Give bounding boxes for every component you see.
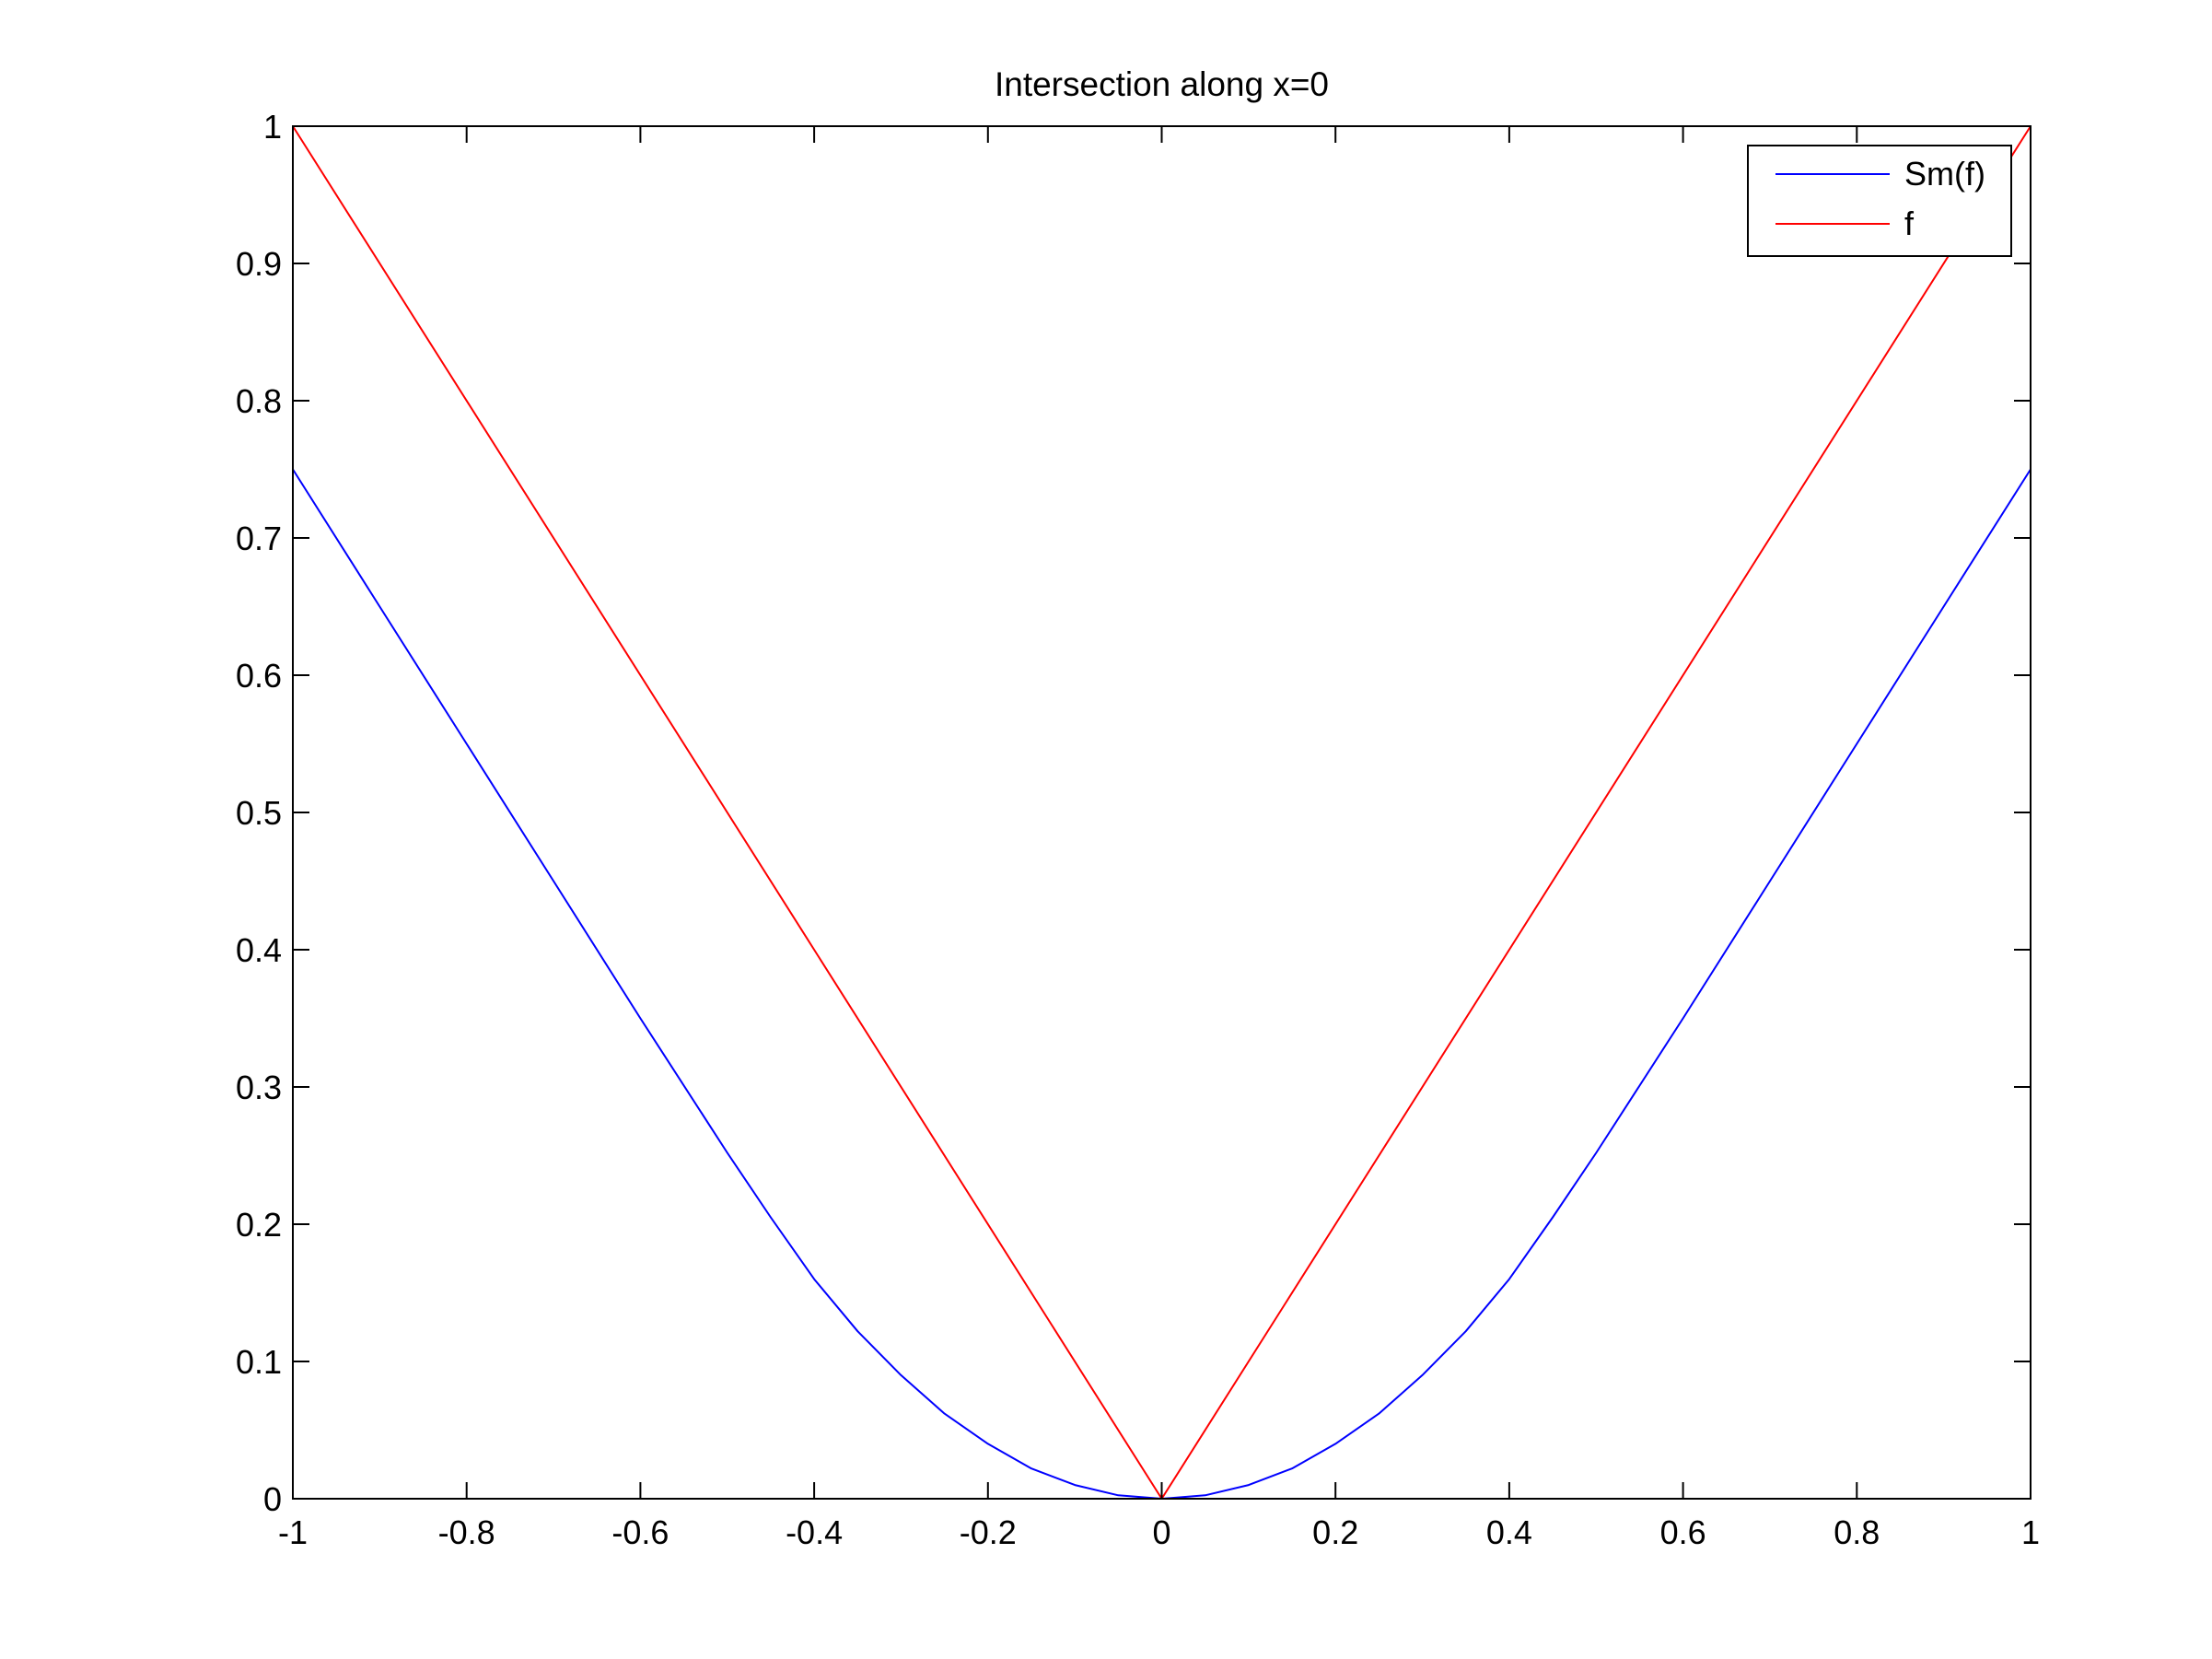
x-tick-label: -1 [278,1513,308,1551]
x-tick-label: 1 [2021,1513,2040,1551]
y-tick-label: 0.9 [236,245,282,283]
x-tick-label: 0.8 [1834,1513,1880,1551]
legend-box [1747,145,2012,257]
y-tick-label: 0.5 [236,794,282,832]
legend: Sm(f) f [1747,145,2012,257]
x-tick-label: -0.2 [960,1513,1017,1551]
legend-label-f: f [1904,204,1915,242]
x-tick-label: -0.4 [786,1513,843,1551]
y-tick-label: 0.2 [236,1206,282,1244]
legend-label-sm-f: Sm(f) [1904,155,1985,193]
y-tick-label: 0.4 [236,931,282,969]
y-tick-label: 0.1 [236,1343,282,1381]
y-tick-label: 0.6 [236,657,282,695]
y-tick-label: 0.7 [236,520,282,557]
plot-area [293,126,2031,1499]
x-tick-label: 0 [1152,1513,1170,1551]
chart-title: Intersection along x=0 [995,65,1329,103]
y-tick-label: 0.3 [236,1069,282,1106]
x-tick-label: -0.6 [611,1513,669,1551]
y-tick-label: 0.8 [236,382,282,420]
ticks-layer: -1 -0.8 -0.6 -0.4 -0.2 0 0.2 0.4 0.6 0.8 1 0 0.1 0.2 0… [236,108,2040,1551]
x-tick-label: 0.6 [1660,1513,1706,1551]
y-tick-label: 0 [263,1480,282,1518]
x-tick-label: 0.4 [1486,1513,1532,1551]
y-tick-label: 1 [263,108,282,146]
x-tick-label: 0.2 [1312,1513,1358,1551]
x-tick-label: -0.8 [438,1513,495,1551]
